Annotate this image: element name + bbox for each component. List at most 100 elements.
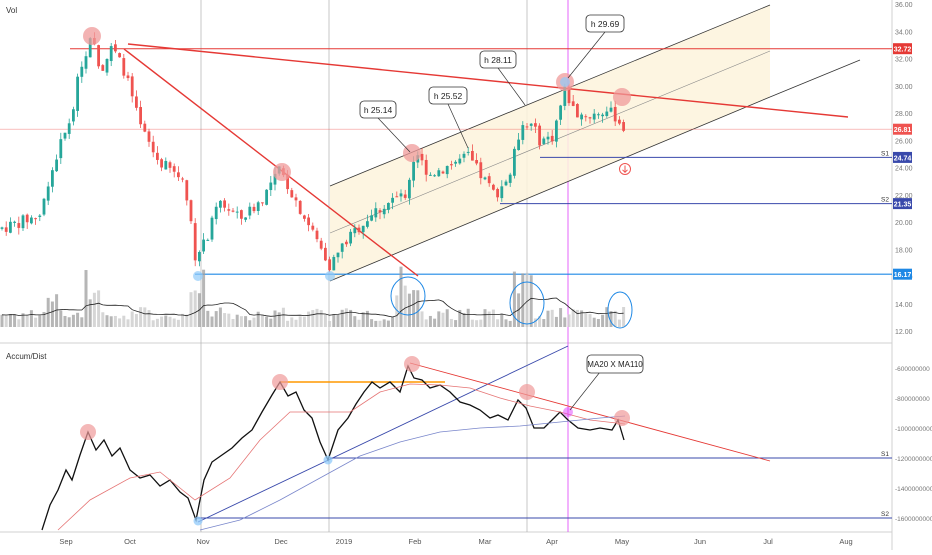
volume-bar (126, 319, 130, 327)
candle-body (298, 200, 302, 214)
candle-body (151, 141, 155, 153)
volume-bar (391, 316, 395, 327)
candle-body (101, 65, 105, 71)
candle-body (303, 215, 306, 219)
volume-bar (475, 320, 479, 327)
callout-box (585, 14, 625, 33)
volume-bar (155, 318, 159, 327)
candle-body (59, 139, 63, 159)
candle-body (420, 153, 424, 161)
volume-bar (525, 272, 529, 327)
volume-bar (508, 320, 512, 327)
adl-level-label-s2: S2 (881, 511, 889, 518)
price-tag-bg (893, 43, 912, 55)
time-axis-label: 2019 (336, 537, 353, 546)
candle-body (378, 210, 382, 213)
volume-bar (609, 311, 613, 327)
candle-body (130, 76, 134, 97)
time-axis-label: Sep (59, 537, 72, 546)
volume-bar (592, 317, 596, 327)
volume-bar (622, 307, 626, 327)
candle-body (160, 159, 163, 168)
volume-bar (286, 320, 290, 327)
candle-body (412, 161, 415, 181)
candle-body (357, 227, 361, 233)
candle-body (525, 126, 529, 128)
adl-ascending-trendline (197, 345, 569, 523)
candle-body (198, 251, 201, 262)
candle-body (466, 151, 470, 153)
price-tick-label: 30.00 (895, 84, 913, 91)
volume-bar (491, 309, 495, 327)
candle-body (118, 53, 121, 58)
adl-tick-label: -1600000000 (895, 516, 932, 523)
volume-bar (311, 310, 315, 327)
candle-body (164, 160, 168, 170)
candles-layer (0, 32, 625, 273)
volume-bar (185, 314, 189, 327)
candle-body (462, 153, 466, 158)
pivot-high-marker (273, 163, 291, 181)
callout-pointer (377, 117, 411, 153)
volume-bar (273, 310, 277, 327)
volume-bar (206, 310, 210, 327)
level-label-s2: S2 (881, 197, 889, 204)
callout-box (428, 86, 468, 105)
volume-bar (584, 313, 588, 327)
volume-bar (386, 320, 390, 327)
volume-bar (256, 311, 260, 327)
candle-body (21, 215, 25, 229)
callout-label: MA20 X MA110 (587, 360, 643, 369)
candle-body (336, 252, 340, 258)
time-axis-label: Aug (839, 537, 852, 546)
volume-bar (357, 319, 361, 327)
candle-body (433, 175, 436, 177)
candle-body (517, 139, 520, 151)
volume-bar (416, 290, 420, 327)
volume-bar (84, 270, 88, 327)
pivot-high-marker (403, 144, 421, 162)
volume-layer (0, 266, 626, 327)
time-axis-label: May (615, 537, 629, 546)
time-axis-label: Apr (546, 537, 558, 546)
volume-bar (101, 312, 105, 327)
candle-body (584, 116, 588, 118)
volume-bar (160, 316, 164, 327)
candle-body (105, 59, 109, 73)
candle-body (483, 177, 487, 180)
candle-body (0, 227, 4, 229)
candle-body (429, 174, 432, 176)
candle-body (252, 206, 256, 212)
time-axis-label: Feb (409, 537, 422, 546)
volume-bar (458, 309, 462, 327)
volume-bar (147, 310, 151, 327)
price-tick-label: 22.00 (895, 193, 913, 200)
volume-bar (378, 320, 382, 327)
callout-label: h 29.69 (591, 19, 620, 29)
candle-body (618, 119, 621, 124)
candle-body (311, 225, 315, 230)
candle-body (114, 44, 117, 52)
adl-tick-label: -600000000 (895, 366, 930, 373)
volume-bar (134, 314, 138, 327)
volume-bar (353, 316, 357, 327)
candle-body (458, 158, 462, 164)
price-tick-label: 34.00 (895, 29, 913, 36)
volume-bar (13, 314, 17, 327)
volume-bar (193, 290, 197, 327)
candle-body (193, 223, 197, 261)
candle-body (143, 123, 147, 132)
candle-body (550, 135, 554, 142)
candle-body (542, 138, 546, 144)
candle-body (445, 165, 449, 175)
price-tag-label: 21.35 (894, 202, 912, 209)
candle-body (286, 174, 289, 190)
price-tag-bg (893, 123, 912, 135)
channel-mid-line (329, 50, 771, 234)
candle-body (492, 184, 495, 190)
callout-pointer (567, 31, 606, 79)
candle-body (534, 123, 537, 127)
volume-bar (168, 316, 172, 327)
volume-bar (46, 297, 50, 327)
volume-bar (34, 317, 38, 327)
